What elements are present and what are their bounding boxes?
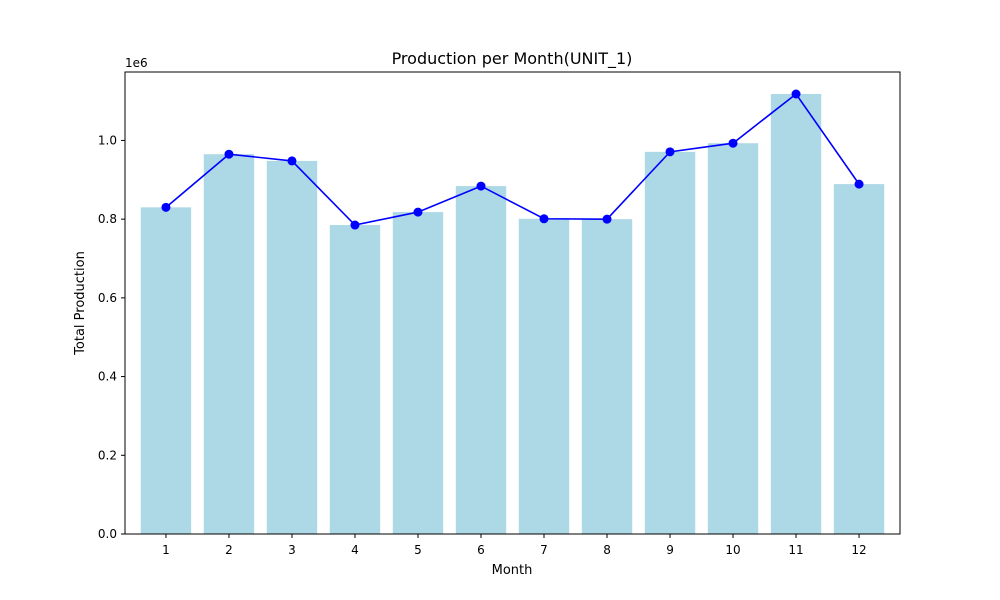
bar-1 — [140, 207, 192, 534]
bar-8 — [581, 219, 633, 535]
y-tick-label: 0.0 — [98, 527, 117, 541]
bar-5 — [392, 212, 444, 534]
point-12 — [854, 179, 864, 189]
x-axis-label: Month — [492, 563, 533, 578]
y-tick-label: 1.0 — [98, 133, 117, 147]
x-tick-label: 6 — [477, 543, 485, 557]
bar-3 — [266, 160, 318, 534]
bar-11 — [770, 94, 822, 534]
y-axis-ticks: 0.0 0.2 0.4 0.6 0.8 1.0 — [98, 133, 125, 541]
point-8 — [602, 214, 612, 224]
x-tick-label: 8 — [603, 543, 611, 557]
y-tick-label: 0.8 — [98, 212, 117, 226]
x-tick-label: 12 — [851, 543, 866, 557]
x-axis-ticks: 1 2 3 4 5 6 7 8 9 10 11 12 — [162, 534, 867, 557]
bar-9 — [644, 151, 696, 534]
point-3 — [287, 156, 297, 166]
x-tick-label: 7 — [540, 543, 548, 557]
y-axis-label: Total Production — [73, 251, 88, 356]
bar-12 — [833, 184, 885, 534]
series-line — [165, 92, 860, 226]
point-10 — [728, 138, 738, 148]
point-2 — [224, 149, 234, 159]
x-tick-label: 1 — [162, 543, 170, 557]
chart-title: Production per Month(UNIT_1) — [392, 49, 633, 69]
y-axis-scale-label: 1e6 — [125, 56, 148, 70]
point-6 — [476, 181, 486, 191]
point-7 — [539, 214, 549, 224]
point-4 — [350, 220, 360, 230]
bar-4 — [329, 225, 381, 534]
x-tick-label: 5 — [414, 543, 422, 557]
bar-6 — [455, 186, 507, 534]
x-tick-label: 2 — [225, 543, 233, 557]
x-tick-label: 4 — [351, 543, 359, 557]
bar-10 — [707, 143, 759, 534]
x-tick-label: 10 — [725, 543, 740, 557]
y-tick-label: 0.2 — [98, 448, 117, 462]
x-tick-label: 11 — [788, 543, 803, 557]
bar-2 — [203, 154, 255, 535]
markers-layer — [161, 89, 864, 230]
x-tick-label: 9 — [666, 543, 674, 557]
point-9 — [665, 147, 675, 157]
bars-layer — [140, 94, 885, 535]
plot-frame — [124, 71, 901, 535]
line-layer — [165, 92, 860, 226]
bar-7 — [518, 218, 570, 535]
y-tick-label: 0.4 — [98, 370, 117, 384]
point-11 — [791, 89, 801, 99]
x-tick-label: 3 — [288, 543, 296, 557]
point-1 — [161, 202, 171, 212]
y-tick-label: 0.6 — [98, 291, 117, 305]
point-5 — [413, 207, 423, 217]
